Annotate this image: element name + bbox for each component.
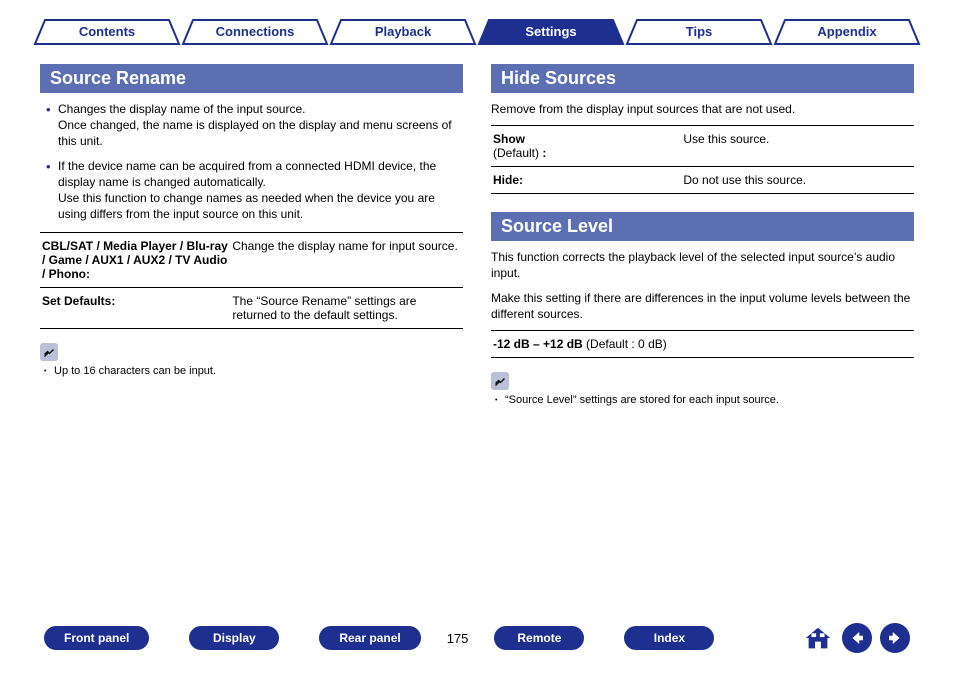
source-level-range: -12 dB – +12 dB (Default : 0 dB) [491,330,914,358]
bullet-line: Once changed, the name is displayed on t… [58,117,463,149]
note-icon [40,343,58,361]
note-line: Up to 16 characters can be input. [44,365,463,377]
note-text: “Source Level” settings are stored for e… [491,394,914,406]
tab-label: Contents [79,24,135,39]
bullet-line: If the device name can be acquired from … [58,159,436,189]
home-button[interactable] [802,623,834,653]
tab-playback[interactable]: Playback [329,18,477,46]
opt-sub: (Default) [493,146,539,160]
opt-main: Show [493,132,525,146]
range-bold: -12 dB – +12 dB [493,337,583,351]
section-header-source-level: Source Level [491,212,914,241]
tab-appendix[interactable]: Appendix [773,18,921,46]
tab-connections[interactable]: Connections [181,18,329,46]
pill-group-right: Remote Index [494,626,714,650]
content: Source Rename Changes the display name o… [0,46,954,406]
top-tabs: Contents Connections Playback Settings T… [0,0,954,46]
tab-settings[interactable]: Settings [477,18,625,46]
bullet-item: Changes the display name of the input so… [46,101,463,150]
option-desc: Change the display name for input source… [230,233,463,288]
next-button[interactable] [880,623,910,653]
bullet-line: Use this function to change names as nee… [58,190,463,222]
option-label: Hide: [491,167,681,194]
table-row: Show (Default) : Use this source. [491,126,914,167]
source-rename-bullets: Changes the display name of the input so… [40,101,463,222]
hide-sources-intro: Remove from the display input sources th… [491,101,914,117]
source-rename-options: CBL/SAT / Media Player / Blu-ray / Game … [40,232,463,329]
col-left: Source Rename Changes the display name o… [40,64,463,406]
opt-colon: : [539,146,546,160]
bullet-item: If the device name can be acquired from … [46,158,463,223]
option-label: Show (Default) : [491,126,681,167]
pill-group-left: Front panel Display Rear panel [44,626,421,650]
icon-buttons [802,623,910,653]
option-desc: Use this source. [681,126,914,167]
pill-rear-panel[interactable]: Rear panel [319,626,420,650]
tab-label: Settings [525,24,576,39]
section-header-source-rename: Source Rename [40,64,463,93]
section-header-hide-sources: Hide Sources [491,64,914,93]
col-right: Hide Sources Remove from the display inp… [491,64,914,406]
pill-index[interactable]: Index [624,626,714,650]
pill-front-panel[interactable]: Front panel [44,626,149,650]
pill-display[interactable]: Display [189,626,279,650]
bottom-nav: Front panel Display Rear panel 175 Remot… [0,623,954,653]
note-text: Up to 16 characters can be input. [40,365,463,377]
tab-tips[interactable]: Tips [625,18,773,46]
option-desc: The “Source Rename” settings are returne… [230,288,463,329]
option-desc: Do not use this source. [681,167,914,194]
hide-sources-options: Show (Default) : Use this source. Hide: … [491,125,914,194]
table-row: Hide: Do not use this source. [491,167,914,194]
source-level-intro1: This function corrects the playback leve… [491,249,914,281]
source-level-intro2: Make this setting if there are differenc… [491,290,914,322]
option-label: Set Defaults: [40,288,230,329]
pill-remote[interactable]: Remote [494,626,584,650]
tab-label: Appendix [817,24,876,39]
table-row: Set Defaults: The “Source Rename” settin… [40,288,463,329]
page-number: 175 [447,631,469,646]
table-row: CBL/SAT / Media Player / Blu-ray / Game … [40,233,463,288]
bullet-line: Changes the display name of the input so… [58,102,306,116]
range-rest: (Default : 0 dB) [583,337,667,351]
note-icon [491,372,509,390]
tab-label: Playback [375,24,431,39]
prev-button[interactable] [842,623,872,653]
tab-label: Tips [686,24,713,39]
tab-contents[interactable]: Contents [33,18,181,46]
tab-label: Connections [216,24,295,39]
option-label: CBL/SAT / Media Player / Blu-ray / Game … [40,233,230,288]
note-line: “Source Level” settings are stored for e… [495,394,914,406]
